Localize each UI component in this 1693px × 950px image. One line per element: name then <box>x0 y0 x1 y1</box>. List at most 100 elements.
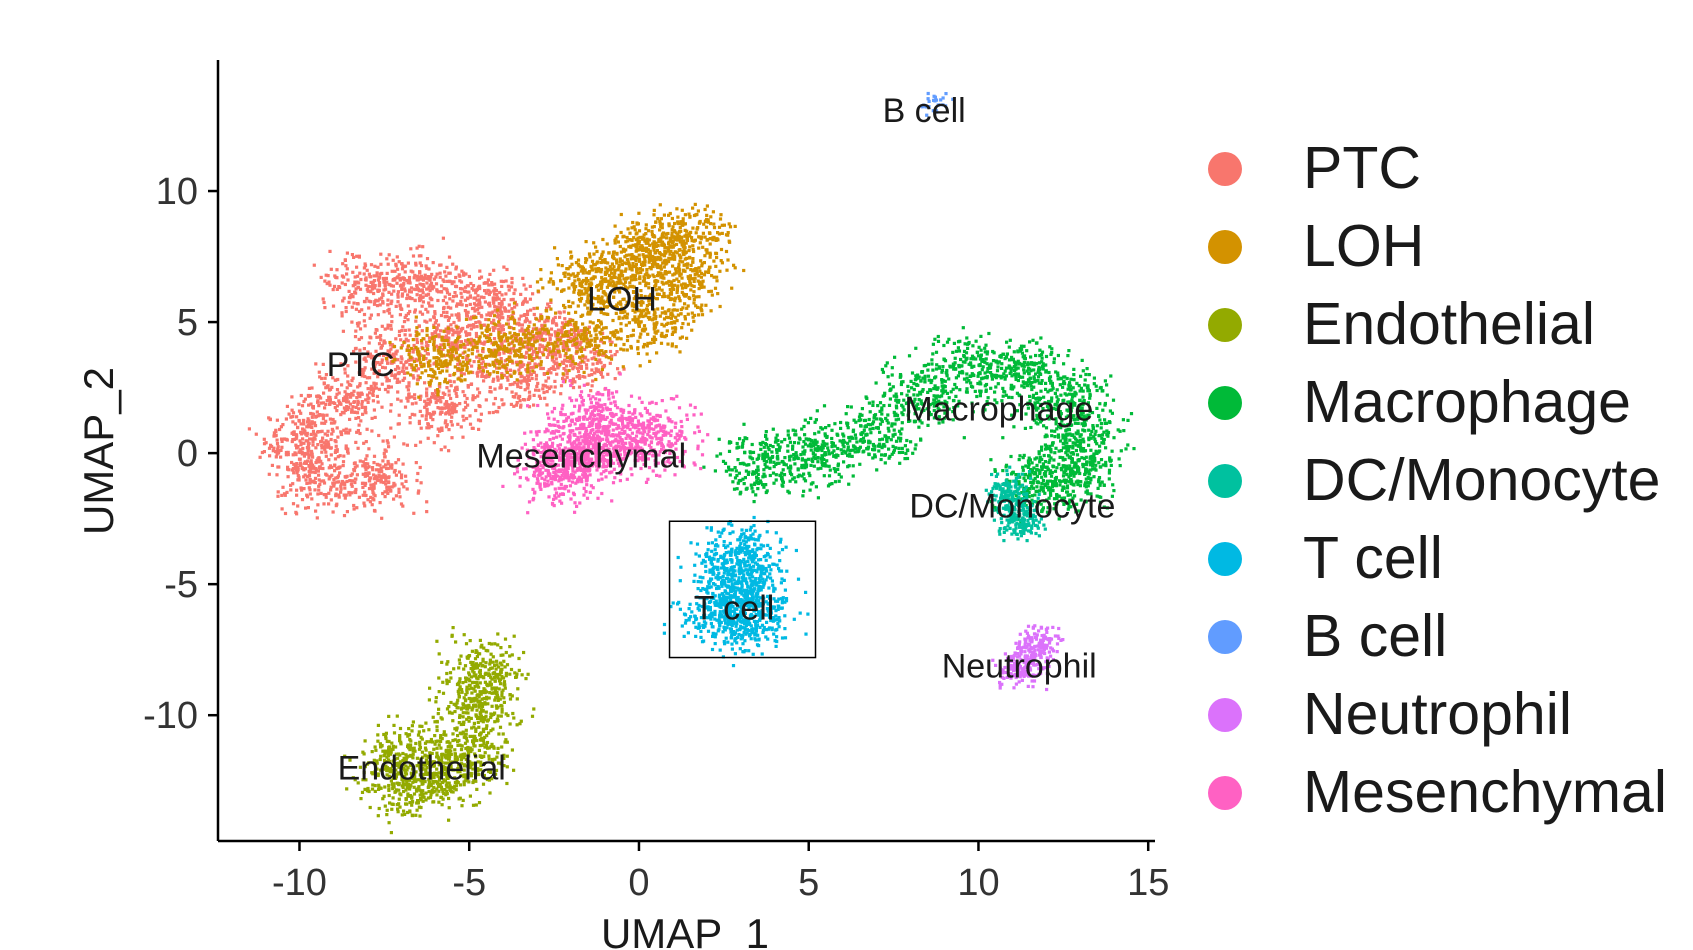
data-point <box>622 342 626 347</box>
data-point <box>374 474 378 478</box>
data-point <box>650 233 654 237</box>
data-point <box>291 415 295 419</box>
data-point <box>380 324 384 328</box>
data-point <box>637 211 641 215</box>
data-point <box>462 768 466 772</box>
data-point <box>450 280 455 284</box>
data-point <box>604 277 608 281</box>
data-point <box>322 414 326 418</box>
data-point <box>361 493 365 497</box>
data-point <box>446 745 450 749</box>
data-point <box>575 274 579 278</box>
data-point <box>437 771 441 775</box>
data-point <box>691 294 696 298</box>
data-point <box>578 335 583 339</box>
data-point <box>315 410 319 414</box>
data-point <box>340 410 344 414</box>
data-point <box>605 299 609 303</box>
data-point <box>613 238 617 242</box>
data-point <box>556 338 560 342</box>
data-point <box>695 212 699 217</box>
data-point <box>404 313 408 317</box>
data-point <box>309 402 313 406</box>
data-point <box>372 274 376 278</box>
data-point <box>695 269 699 273</box>
data-point <box>503 308 507 312</box>
data-point <box>615 337 619 341</box>
data-point <box>488 770 493 774</box>
cluster-points-loh <box>384 202 746 399</box>
data-point <box>530 346 534 351</box>
data-point <box>570 283 574 287</box>
data-point <box>673 255 677 259</box>
data-point <box>648 254 652 258</box>
data-point <box>416 471 420 476</box>
data-point <box>508 331 512 335</box>
data-point <box>299 486 303 490</box>
data-point <box>671 314 675 318</box>
data-point <box>568 265 572 269</box>
data-point <box>453 406 457 410</box>
data-point <box>606 372 610 376</box>
data-point <box>392 355 396 360</box>
data-point <box>510 281 514 285</box>
data-point <box>449 306 453 310</box>
data-point <box>380 405 384 409</box>
data-point <box>367 471 371 475</box>
data-point <box>567 368 571 373</box>
data-point <box>578 343 582 347</box>
data-point <box>378 501 382 505</box>
data-point <box>630 304 634 308</box>
data-point <box>446 326 450 330</box>
data-point <box>466 403 470 407</box>
data-point <box>564 345 568 349</box>
data-point <box>411 720 415 724</box>
data-point <box>524 351 529 355</box>
data-point <box>383 490 387 494</box>
data-point <box>589 277 593 281</box>
data-point <box>247 427 251 431</box>
data-point <box>572 335 576 339</box>
data-point <box>438 382 442 386</box>
data-point <box>567 311 571 315</box>
data-point <box>385 488 389 492</box>
data-point <box>457 738 461 743</box>
data-point <box>335 287 339 291</box>
data-point <box>605 242 609 246</box>
data-point <box>412 343 416 348</box>
data-point <box>432 374 436 379</box>
data-point <box>387 462 391 466</box>
data-point <box>412 511 416 515</box>
data-point <box>536 329 540 333</box>
data-point <box>589 343 593 347</box>
data-point <box>584 260 588 264</box>
data-point <box>710 274 714 278</box>
data-point <box>368 335 372 339</box>
data-point <box>450 313 454 317</box>
data-point <box>595 261 599 265</box>
data-point <box>651 337 655 341</box>
data-point <box>466 385 470 389</box>
data-point <box>565 370 569 374</box>
data-point <box>497 336 501 340</box>
data-point <box>526 345 530 349</box>
data-point <box>457 315 461 319</box>
data-point <box>357 423 361 427</box>
data-point <box>579 340 583 344</box>
data-point <box>705 248 709 252</box>
data-point <box>620 306 624 310</box>
data-point <box>549 307 553 311</box>
data-point <box>345 479 349 484</box>
data-point <box>422 362 426 366</box>
data-point <box>445 314 449 318</box>
data-point <box>369 495 373 499</box>
data-point <box>364 457 368 461</box>
data-point <box>275 442 280 446</box>
data-point <box>380 382 384 386</box>
data-point <box>387 475 391 479</box>
data-point <box>414 263 418 267</box>
data-point <box>385 485 389 489</box>
data-point <box>445 338 449 342</box>
data-point <box>450 411 455 415</box>
data-point <box>344 427 348 431</box>
